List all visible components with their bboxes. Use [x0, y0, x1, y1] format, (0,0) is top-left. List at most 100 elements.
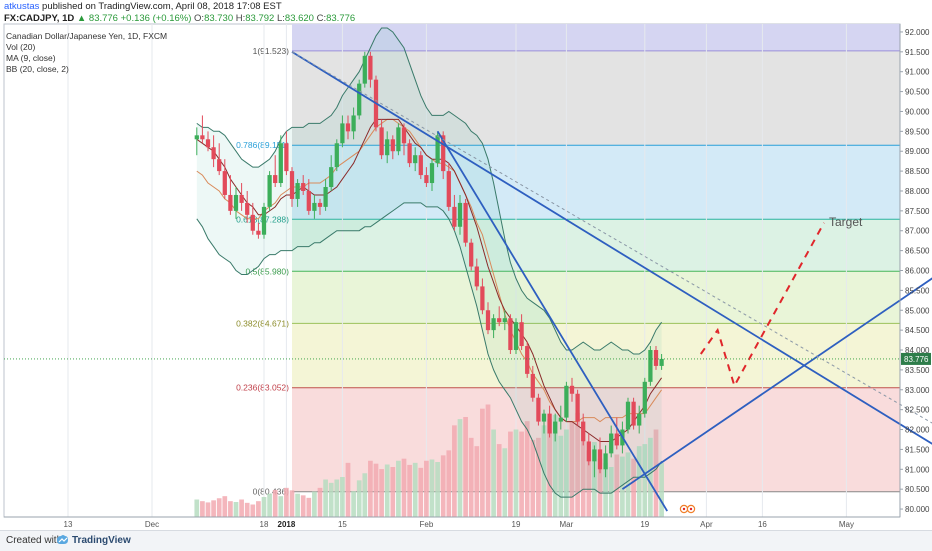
fib-zone	[292, 323, 900, 388]
volume-bar	[614, 454, 620, 517]
fib-level-label: 0.382(84.671)	[236, 318, 289, 328]
candle-body	[340, 123, 345, 144]
candle-body	[614, 433, 619, 446]
volume-bar	[440, 455, 446, 517]
volume-bar	[289, 490, 295, 517]
last-price-label: 83.776	[904, 355, 929, 364]
price-tick-label: 91.500	[905, 48, 930, 57]
candle-body	[194, 135, 199, 140]
volume-bar	[412, 462, 418, 517]
price-tick-label: 88.500	[905, 167, 930, 176]
volume-bar	[312, 491, 317, 517]
volume-bar	[541, 425, 547, 517]
volume-bar	[278, 496, 284, 517]
candle-body	[469, 242, 474, 267]
volume-bar	[524, 421, 530, 517]
price-tick-label: 81.500	[905, 445, 930, 454]
volume-bar	[306, 497, 312, 517]
volume-bar	[323, 479, 328, 517]
candle-body	[401, 127, 407, 144]
candle-body	[536, 397, 541, 422]
candle-body	[228, 194, 233, 211]
time-tick-label: 19	[512, 520, 521, 529]
time-tick-label: 2018	[278, 520, 296, 529]
candle-body	[597, 449, 603, 470]
candle-body	[301, 183, 306, 191]
candle-body	[278, 143, 283, 184]
volume-bar	[435, 462, 440, 517]
price-chart[interactable]: 1(91.523)0.786(89.151)0.618(87.288)0.5(8…	[0, 0, 932, 530]
volume-bar	[552, 414, 558, 517]
price-tick-label: 92.000	[905, 28, 930, 37]
volume-bar	[418, 467, 424, 517]
candle-body	[648, 350, 653, 382]
candle-body	[502, 318, 507, 323]
price-tick-label: 81.000	[905, 465, 930, 474]
volume-bar	[648, 437, 653, 517]
price-tick-label: 84.000	[905, 346, 930, 355]
price-tick-label: 87.000	[905, 227, 930, 236]
volume-bar	[580, 442, 586, 517]
bollinger-lower-line	[196, 202, 663, 498]
time-tick-label: Dec	[145, 520, 159, 529]
volume-bar	[457, 419, 463, 517]
candle-body	[519, 322, 524, 347]
volume-bar	[592, 442, 597, 517]
candle-body	[525, 346, 530, 374]
volume-bar	[396, 460, 401, 517]
price-tick-label: 91.000	[905, 68, 930, 77]
volume-bar	[463, 417, 468, 517]
author-link[interactable]: atkustas	[4, 1, 40, 12]
volume-bar	[317, 487, 323, 517]
up-arrow-icon: ▲	[76, 13, 87, 24]
volume-bar	[256, 501, 261, 517]
fib-zone	[292, 50, 900, 146]
volume-bar	[659, 462, 664, 517]
candle-body	[345, 123, 351, 132]
indicator-ma[interactable]: MA (9, close)	[6, 53, 56, 63]
candle-body	[530, 373, 535, 398]
indicator-volume[interactable]: Vol (20)	[6, 42, 36, 52]
candle-body	[424, 175, 429, 184]
price-tick-label: 90.500	[905, 88, 930, 97]
volume-bar	[642, 444, 648, 517]
candle-body	[446, 171, 451, 207]
time-tick-label: Mar	[560, 520, 574, 529]
volume-bar	[194, 499, 200, 517]
candle-body	[368, 55, 373, 80]
candle-body	[625, 401, 631, 430]
candle-body	[457, 202, 463, 227]
price-tick-label: 89.500	[905, 127, 930, 136]
candle-body	[441, 135, 446, 172]
candle-body	[239, 194, 244, 203]
candle-body	[541, 413, 547, 422]
candle-body	[385, 139, 390, 156]
event-markers	[679, 504, 696, 514]
volume-bar	[491, 429, 496, 517]
volume-bar	[244, 502, 250, 517]
indicator-bb[interactable]: BB (20, close, 2)	[6, 64, 69, 74]
footer-bar: Created with TradingView	[0, 530, 932, 551]
volume-bar	[267, 493, 272, 517]
symbol-label[interactable]: FX:CADJPY, 1D	[4, 13, 75, 24]
candle-body	[334, 143, 339, 168]
volume-bar	[250, 504, 256, 517]
open-label: O:	[194, 13, 205, 24]
volume-bar	[295, 493, 300, 517]
volume-bar	[508, 431, 513, 517]
volume-bar	[513, 429, 519, 517]
volume-bar	[586, 450, 592, 517]
volume-bar	[474, 446, 480, 517]
event-marker-dot	[682, 507, 686, 511]
price-tick-label: 83.500	[905, 366, 930, 375]
volume-bar	[558, 435, 564, 517]
volume-bar	[351, 491, 356, 517]
volume-bar	[222, 496, 228, 517]
tradingview-brand[interactable]: TradingView	[72, 535, 131, 546]
candle-body	[351, 115, 356, 132]
candle-body	[362, 55, 367, 84]
candle-body	[429, 163, 435, 184]
candle-body	[357, 83, 362, 116]
price-tick-label: 86.500	[905, 247, 930, 256]
projection-path	[699, 222, 825, 389]
